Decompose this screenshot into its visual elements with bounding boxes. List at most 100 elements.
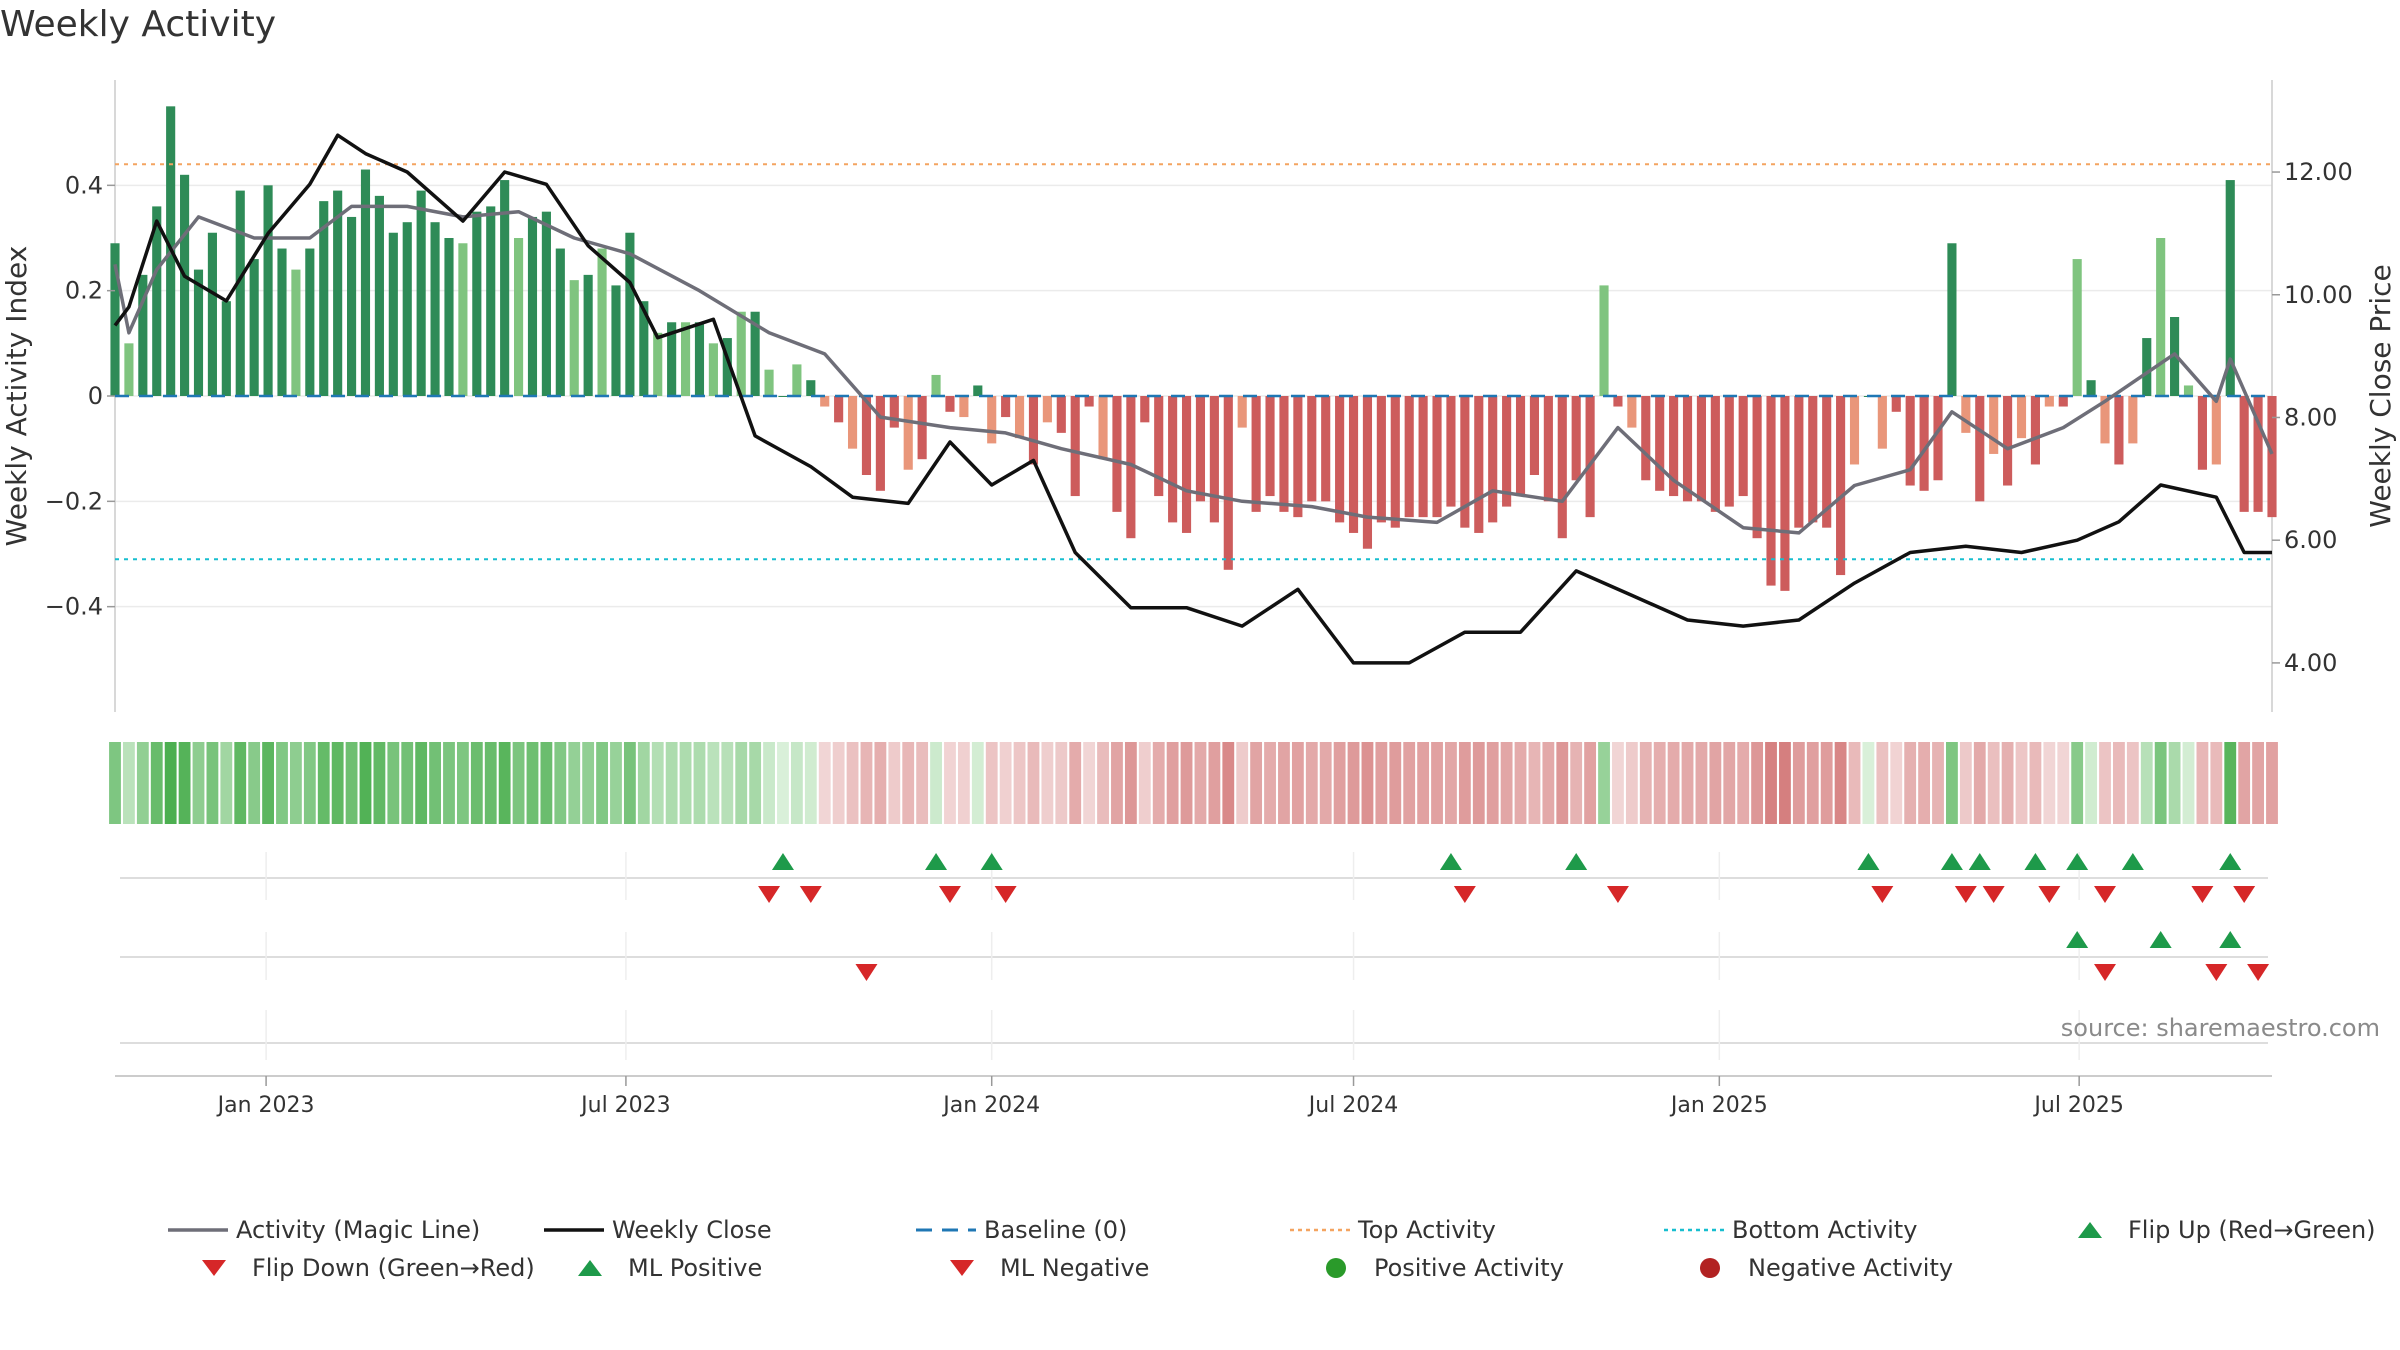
heat-strip-cell bbox=[289, 742, 302, 824]
activity-bar bbox=[124, 343, 134, 396]
activity-bar bbox=[458, 243, 468, 396]
activity-bar bbox=[611, 285, 621, 396]
activity-bar bbox=[1613, 396, 1623, 407]
activity-bar bbox=[820, 396, 830, 407]
activity-bar bbox=[1961, 396, 1971, 433]
activity-bar bbox=[2058, 396, 2068, 407]
flip-up-marker bbox=[980, 853, 1003, 870]
heat-strip-cell bbox=[1890, 742, 1903, 824]
heat-strip-cell bbox=[1486, 742, 1499, 824]
heat-strip-cell bbox=[1347, 742, 1360, 824]
heat-strip-cell bbox=[610, 742, 622, 824]
activity-bar bbox=[2253, 396, 2263, 512]
heat-strip-cell bbox=[1862, 742, 1875, 824]
heat-strip-cell bbox=[1806, 742, 1819, 824]
heat-strip-cell bbox=[1069, 742, 1082, 824]
heat-strip-cell bbox=[1041, 742, 1054, 824]
heat-strip-cell bbox=[1180, 742, 1193, 824]
activity-bar bbox=[2072, 259, 2082, 396]
activity-bar bbox=[514, 238, 524, 396]
activity-bar bbox=[959, 396, 969, 418]
heat-strip-cell bbox=[1695, 742, 1708, 824]
activity-bar bbox=[625, 232, 635, 396]
heat-strip-cell bbox=[651, 742, 664, 824]
heat-strip-cell bbox=[1027, 742, 1040, 824]
activity-bar bbox=[1251, 396, 1261, 512]
heat-strip-cell bbox=[1431, 742, 1443, 824]
activity-bar bbox=[1557, 396, 1567, 539]
activity-bar bbox=[1822, 396, 1832, 528]
heat-strip-cell bbox=[1848, 742, 1861, 824]
activity-bar bbox=[486, 206, 496, 396]
heat-strip-cell bbox=[1250, 742, 1263, 824]
heat-strip-cell bbox=[526, 742, 539, 824]
activity-bar bbox=[1599, 285, 1609, 396]
heat-strip-cell bbox=[512, 742, 525, 824]
activity-bar bbox=[1780, 396, 1790, 591]
heat-strip-cell bbox=[1584, 742, 1597, 824]
activity-bar bbox=[1321, 396, 1331, 502]
heat-strip-cell bbox=[1124, 742, 1137, 824]
flip-up-marker bbox=[1968, 853, 1991, 870]
heat-strip-cell bbox=[2154, 742, 2167, 824]
activity-bar bbox=[319, 201, 329, 396]
heat-strip-cell bbox=[150, 742, 163, 824]
heat-strip-cell bbox=[1792, 742, 1805, 824]
activity-bar bbox=[792, 364, 802, 396]
activity-bar bbox=[263, 185, 273, 396]
heat-strip-cell bbox=[637, 742, 650, 824]
heat-strip-cell bbox=[693, 742, 706, 824]
activity-bar bbox=[388, 232, 398, 396]
activity-bar bbox=[1001, 396, 1011, 418]
heat-strip-cell bbox=[763, 742, 775, 824]
legend-item: Flip Up (Red→Green) bbox=[2060, 1216, 2376, 1244]
y-axis-title: Weekly Activity Index bbox=[0, 246, 33, 547]
heat-strip-cell bbox=[1904, 742, 1917, 824]
heat-strip-cell bbox=[804, 742, 817, 824]
heat-strip-cell bbox=[568, 742, 581, 824]
legend-label: ML Negative bbox=[1000, 1254, 1150, 1282]
heat-strip-cell bbox=[373, 742, 386, 824]
heat-strip-cell bbox=[540, 742, 553, 824]
heat-strip-cell bbox=[303, 742, 316, 824]
legend-item: ML Negative bbox=[932, 1254, 1149, 1282]
heat-strip-cell bbox=[1458, 742, 1471, 824]
heat-strip-cell bbox=[1097, 742, 1109, 824]
activity-bar bbox=[1669, 396, 1679, 497]
legend-label: Positive Activity bbox=[1374, 1254, 1564, 1282]
activity-bar bbox=[1265, 396, 1275, 497]
y2-tick-label: 12.00 bbox=[2284, 158, 2353, 186]
heat-strip-cell bbox=[443, 742, 455, 824]
activity-bar bbox=[472, 211, 482, 396]
heat-strip-cell bbox=[2238, 742, 2251, 824]
legend-item: Bottom Activity bbox=[1664, 1216, 1917, 1244]
activity-bar bbox=[1571, 396, 1581, 481]
heat-strip-cell bbox=[1876, 742, 1889, 824]
legend-label: ML Positive bbox=[628, 1254, 763, 1282]
heat-strip-cell bbox=[944, 742, 956, 824]
heat-strip-cell bbox=[2029, 742, 2042, 824]
flip-up-marker bbox=[2219, 853, 2242, 870]
activity-bar bbox=[639, 301, 649, 396]
activity-bar bbox=[110, 243, 120, 396]
activity-bar bbox=[1140, 396, 1150, 423]
heat-strip-cell bbox=[777, 742, 789, 824]
flip-down-marker bbox=[1871, 886, 1894, 903]
heat-strip-cell bbox=[1709, 742, 1722, 824]
heat-strip-cell bbox=[1667, 742, 1680, 824]
activity-bar bbox=[1279, 396, 1289, 512]
heat-strip-cell bbox=[1598, 742, 1610, 824]
heat-strip-cell bbox=[234, 742, 247, 824]
ml-negative-marker bbox=[2247, 964, 2270, 981]
flip-down-marker bbox=[938, 886, 961, 903]
activity-bar bbox=[583, 274, 593, 396]
activity-bar bbox=[360, 169, 371, 396]
activity-bar bbox=[1307, 396, 1317, 502]
heat-strip-cell bbox=[484, 742, 497, 824]
legend-label: Bottom Activity bbox=[1732, 1216, 1918, 1244]
activity-bar bbox=[1836, 396, 1846, 576]
heat-strip-cell bbox=[1570, 742, 1583, 824]
heat-strip-cell bbox=[2210, 742, 2223, 824]
activity-bar bbox=[778, 396, 788, 397]
